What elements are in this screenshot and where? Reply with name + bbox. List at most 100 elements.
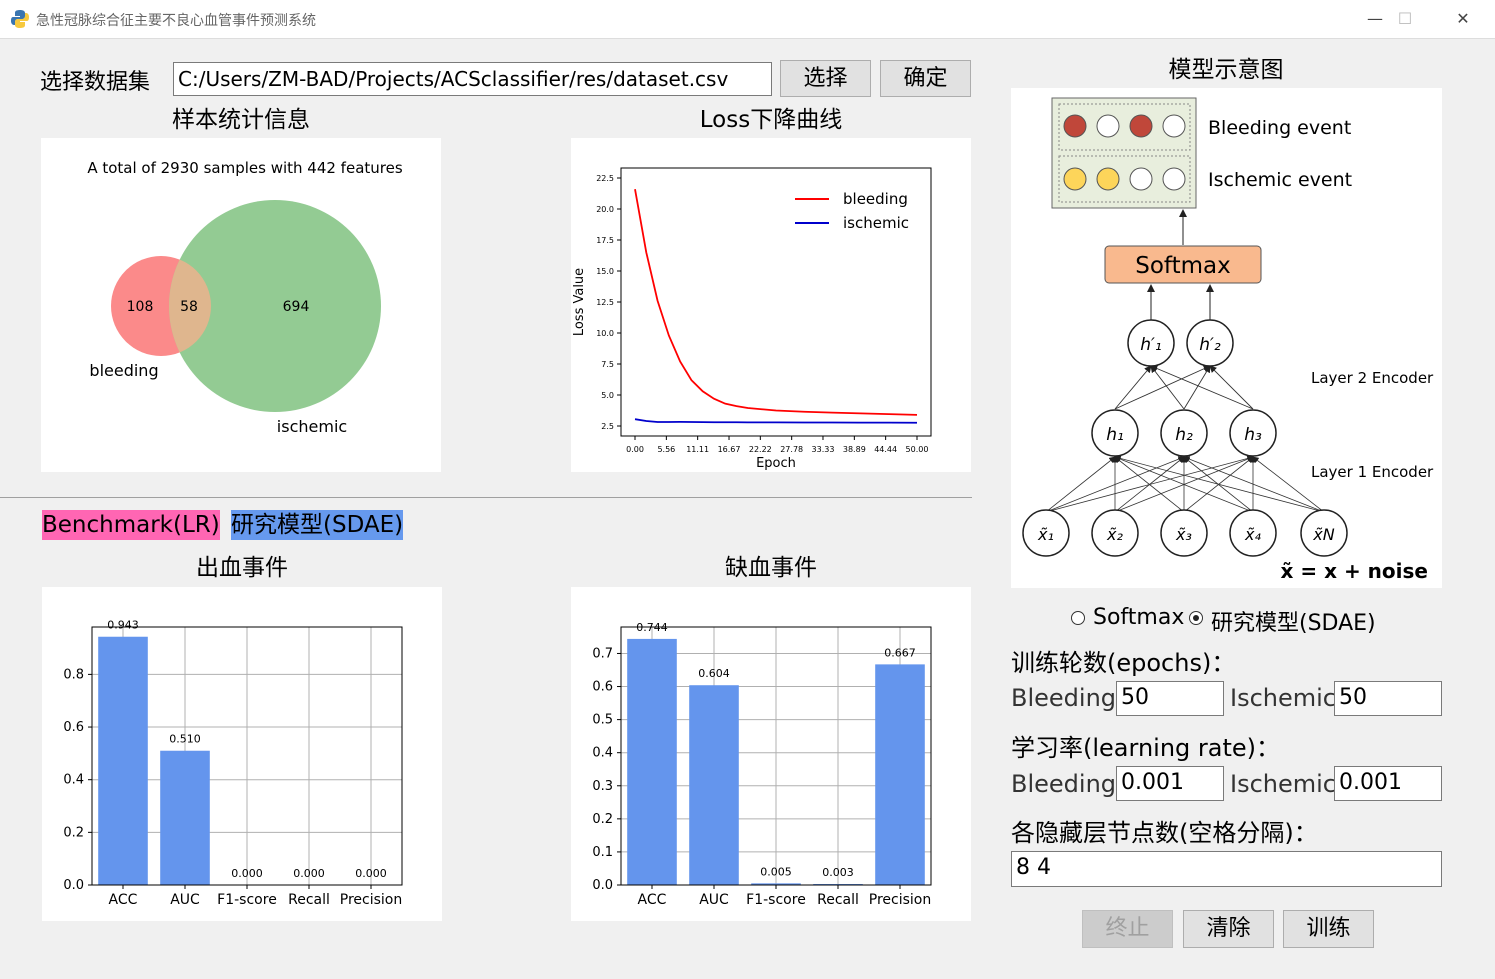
ischemic-chart-panel: 0.0 0.1 0.2 0.3 0.4 0.5 0.6 0.7 0.744 ACC 0.604 AUC…	[571, 587, 971, 921]
input-node-label: x̃N	[1312, 525, 1334, 544]
stop-button[interactable]: 终止	[1082, 910, 1173, 948]
venn-diagram: A total of 2930 samples with 442 feature…	[87, 159, 403, 436]
softmax-radio[interactable]	[1071, 611, 1085, 625]
dataset-label: 选择数据集	[40, 70, 151, 95]
bleeding-chart-value-label: 0.000	[293, 867, 325, 880]
loss-x-tick-label: 38.89	[843, 445, 866, 454]
loss-y-tick-label: 5.0	[601, 391, 614, 400]
loss-x-tick-label: 5.56	[657, 445, 675, 454]
input-node	[1091, 509, 1139, 557]
loss-x-tick-label: 44.44	[874, 445, 897, 454]
output-node	[1096, 167, 1120, 191]
sdae-radio-label[interactable]: 研究模型(SDAE)	[1211, 611, 1376, 636]
output-node	[1063, 167, 1087, 191]
ischemic-chart-title: 缺血事件	[725, 555, 817, 581]
bleeding-chart-y-tick-label: 0.4	[63, 773, 84, 788]
ischemic-chart-value-label: 0.005	[760, 865, 792, 878]
ischemic-chart-x-tick-label: AUC	[699, 892, 729, 908]
loss-chart: 0.00 5.56 11.11 16.67 22.22 27.78 33.33 38.89 44…	[572, 167, 932, 471]
h2-node	[1186, 319, 1234, 367]
loss-x-tick-label: 11.11	[686, 445, 709, 454]
output-box	[1051, 97, 1197, 209]
h1-node	[1091, 409, 1139, 457]
h1-node-label: h₂	[1175, 425, 1193, 445]
loss-y-tick-label: 15.0	[596, 267, 614, 276]
ischemic-event-label: Ischemic event	[1208, 169, 1352, 191]
benchmark-legend: Benchmark(LR)	[42, 510, 220, 540]
input-node-label: x̃₃	[1175, 525, 1192, 544]
venn-ischemic-label: ischemic	[277, 417, 347, 436]
loss-y-tick-label: 10.0	[596, 329, 614, 338]
softmax-radio-label[interactable]: Softmax	[1093, 605, 1185, 630]
sdae-legend: 研究模型(SDAE)	[231, 510, 404, 540]
venn-summary: A total of 2930 samples with 442 feature…	[87, 159, 403, 177]
sdae-radio[interactable]	[1189, 611, 1203, 625]
lr-bleeding-input[interactable]: 0.001	[1116, 766, 1224, 801]
maximize-button[interactable]: ☐	[1397, 9, 1413, 28]
epochs-bleeding-input[interactable]: 50	[1116, 681, 1224, 716]
h1-node-label: h₃	[1244, 425, 1262, 445]
input-node-label: x̃₂	[1106, 525, 1123, 544]
noise-formula: x̃ = x + noise	[1281, 559, 1428, 583]
loss-series-bleeding	[634, 189, 918, 416]
ischemic-chart-y-tick-label: 0.3	[592, 779, 613, 794]
loss-x-tick-label: 22.22	[749, 445, 772, 454]
ischemic-chart-y-tick-label: 0.5	[592, 713, 613, 728]
ischemic-chart-x-tick-label: Recall	[817, 892, 859, 908]
close-button[interactable]: ✕	[1456, 9, 1470, 28]
select-button[interactable]: 选择	[780, 60, 871, 97]
lr-ischemic-label: Ischemic	[1230, 770, 1336, 798]
h2-node-label: h′₁	[1140, 335, 1161, 355]
loss-y-axis-label: Loss Value	[572, 268, 587, 336]
minimize-button[interactable]: —	[1367, 9, 1383, 28]
output-node	[1162, 114, 1186, 138]
softmax-label: Softmax	[1135, 253, 1231, 279]
diagram-panel: Bleeding event Ischemic event Softmax	[1011, 88, 1442, 588]
output-node	[1063, 114, 1087, 138]
epochs-ischemic-input[interactable]: 50	[1334, 681, 1442, 716]
ischemic-chart-bar	[751, 883, 801, 885]
bleeding-chart-plot-frame	[91, 626, 403, 886]
bleeding-chart-x-tick-label: F1-score	[217, 892, 277, 908]
bleeding-chart-y-tick-label: 0.6	[63, 720, 84, 735]
dataset-path-input[interactable]: C:/Users/ZM-BAD/Projects/ACSclassifier/r…	[173, 62, 772, 96]
ischemic-chart-x-tick-label: F1-score	[746, 892, 806, 908]
divider	[0, 497, 972, 498]
loss-y-tick-label: 7.5	[601, 360, 614, 369]
bleeding-chart-value-label: 0.510	[169, 733, 201, 746]
output-node	[1129, 167, 1153, 191]
loss-y-tick-label: 12.5	[596, 298, 614, 307]
layer2-encoder-label: Layer 2 Encoder	[1311, 369, 1434, 387]
model-diagram: Bleeding event Ischemic event Softmax	[1022, 97, 1434, 583]
python-icon	[11, 10, 29, 28]
clear-button[interactable]: 清除	[1183, 910, 1274, 948]
input-node	[1022, 509, 1070, 557]
loss-legend-label: bleeding	[843, 190, 908, 208]
bleeding-event-label: Bleeding event	[1208, 117, 1351, 139]
loss-y-tick-label: 2.5	[601, 422, 614, 431]
loss-series-ischemic	[634, 418, 918, 424]
ischemic-chart-x-tick-label: Precision	[869, 892, 931, 908]
window-title: 急性冠脉综合征主要不良心血管事件预测系统	[36, 13, 316, 29]
venn-panel: A total of 2930 samples with 442 feature…	[41, 138, 441, 472]
lr-ischemic-input[interactable]: 0.001	[1334, 766, 1442, 801]
loss-x-tick-label: 0.00	[626, 445, 644, 454]
loss-x-axis-label: Epoch	[756, 456, 796, 471]
stats-title: 样本统计信息	[172, 107, 310, 133]
venn-ischemic-circle	[169, 200, 381, 412]
input-node-label: x̃₁	[1037, 525, 1054, 544]
hidden-layers-input[interactable]: 8 4	[1011, 851, 1442, 887]
ischemic-chart-y-tick-label: 0.4	[592, 746, 613, 761]
venn-bleeding-count: 108	[127, 299, 154, 315]
input-node	[1300, 509, 1348, 557]
ischemic-chart-y-tick-label: 0.2	[592, 812, 613, 827]
output-node	[1162, 167, 1186, 191]
loss-x-tick-label: 16.67	[718, 445, 741, 454]
train-button[interactable]: 训练	[1283, 910, 1374, 948]
confirm-button[interactable]: 确定	[880, 60, 971, 97]
output-node	[1096, 114, 1120, 138]
loss-plot-frame	[620, 167, 932, 437]
input-node	[1229, 509, 1277, 557]
ischemic-chart-bar	[875, 664, 925, 885]
bleeding-chart-bar	[160, 750, 210, 885]
